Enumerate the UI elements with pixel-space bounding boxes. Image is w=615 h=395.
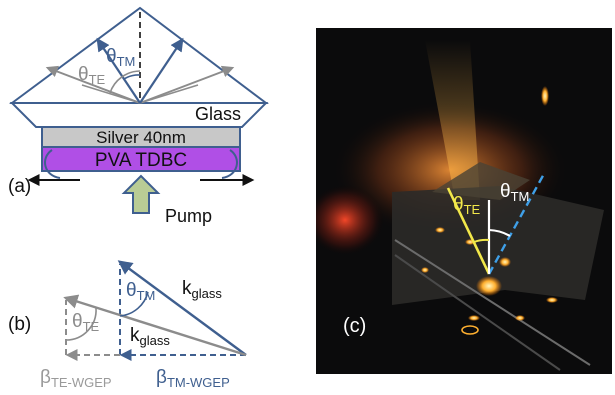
stage-ring	[461, 325, 479, 335]
panel-c-label: (c)	[343, 315, 366, 337]
tm-direction-line	[487, 171, 547, 275]
theta-tm-arc	[123, 74, 141, 80]
theta-te-arc-b	[65, 307, 97, 341]
prism-triangle	[8, 6, 269, 104]
photo-prism-top	[432, 162, 530, 200]
theta-te-label: θTE	[78, 64, 106, 87]
red-glow	[316, 184, 385, 256]
te-ray-right	[139, 65, 235, 104]
pva-layer	[41, 146, 241, 172]
reflection-spot-5	[546, 297, 558, 303]
glass-slab	[9, 102, 269, 128]
pva-label: PVA TDBC	[95, 150, 187, 171]
k-glass-te-vector	[63, 294, 247, 357]
reflection-spot-7	[468, 315, 480, 321]
tm-ray-left	[96, 37, 141, 104]
panel-b: (b) θTM θTE kglass kglass βTE-WGEP βTM-W…	[8, 260, 247, 390]
reflection-spot-3	[435, 227, 445, 233]
plate-edge-1	[394, 239, 591, 366]
reflection-spot-2	[499, 257, 511, 267]
beta-te-label: βTE-WGEP	[40, 367, 112, 390]
panel-a: Glass Silver 40nm PVA TDBC Pump (a)	[8, 6, 269, 226]
k-glass-tm-vector	[117, 260, 247, 356]
pump-arrow	[121, 174, 161, 214]
theta-tm-label-b: θTM	[126, 280, 155, 303]
tm-ray-right	[139, 37, 184, 104]
emission-beam	[425, 40, 480, 200]
theta-tm-label: θTM	[106, 46, 135, 69]
te-ray-left	[45, 65, 141, 104]
k-glass-label-1: kglass	[182, 278, 222, 301]
silver-label: Silver 40nm	[96, 128, 186, 147]
theta-tm-arc-b	[119, 291, 149, 317]
theta-te-label-b: θTE	[72, 311, 100, 334]
photo-prism	[392, 186, 604, 305]
reflection-spot-6	[515, 315, 525, 321]
te-direction-line	[446, 187, 491, 275]
theta-te-arc-photo	[473, 238, 490, 243]
gray-ray-inner-left	[81, 84, 141, 104]
theta-tm-arc-photo	[488, 229, 511, 237]
theta-tm-label-photo: θTM	[500, 181, 529, 204]
theta-te-arc	[109, 70, 141, 94]
pump-label: Pump	[165, 206, 212, 226]
reflection-spot-1	[541, 86, 549, 106]
theta-te-label-photo: θTE	[453, 194, 481, 217]
beta-tm-label: βTM-WGEP	[156, 367, 230, 390]
glass-label: Glass	[195, 104, 241, 124]
plate-edge-2	[394, 254, 561, 371]
panel-a-label: (a)	[8, 176, 31, 197]
panel-c-photo: θTE θTM (c)	[316, 28, 612, 374]
reflection-spot-8	[421, 267, 429, 273]
waveguide-mode-left	[44, 149, 61, 179]
pump-spot	[476, 276, 502, 296]
panel-b-label: (b)	[8, 314, 31, 335]
waveguide-mode-right	[221, 149, 238, 179]
gray-ray-inner-right	[139, 84, 199, 104]
k-glass-label-2: kglass	[130, 325, 170, 348]
